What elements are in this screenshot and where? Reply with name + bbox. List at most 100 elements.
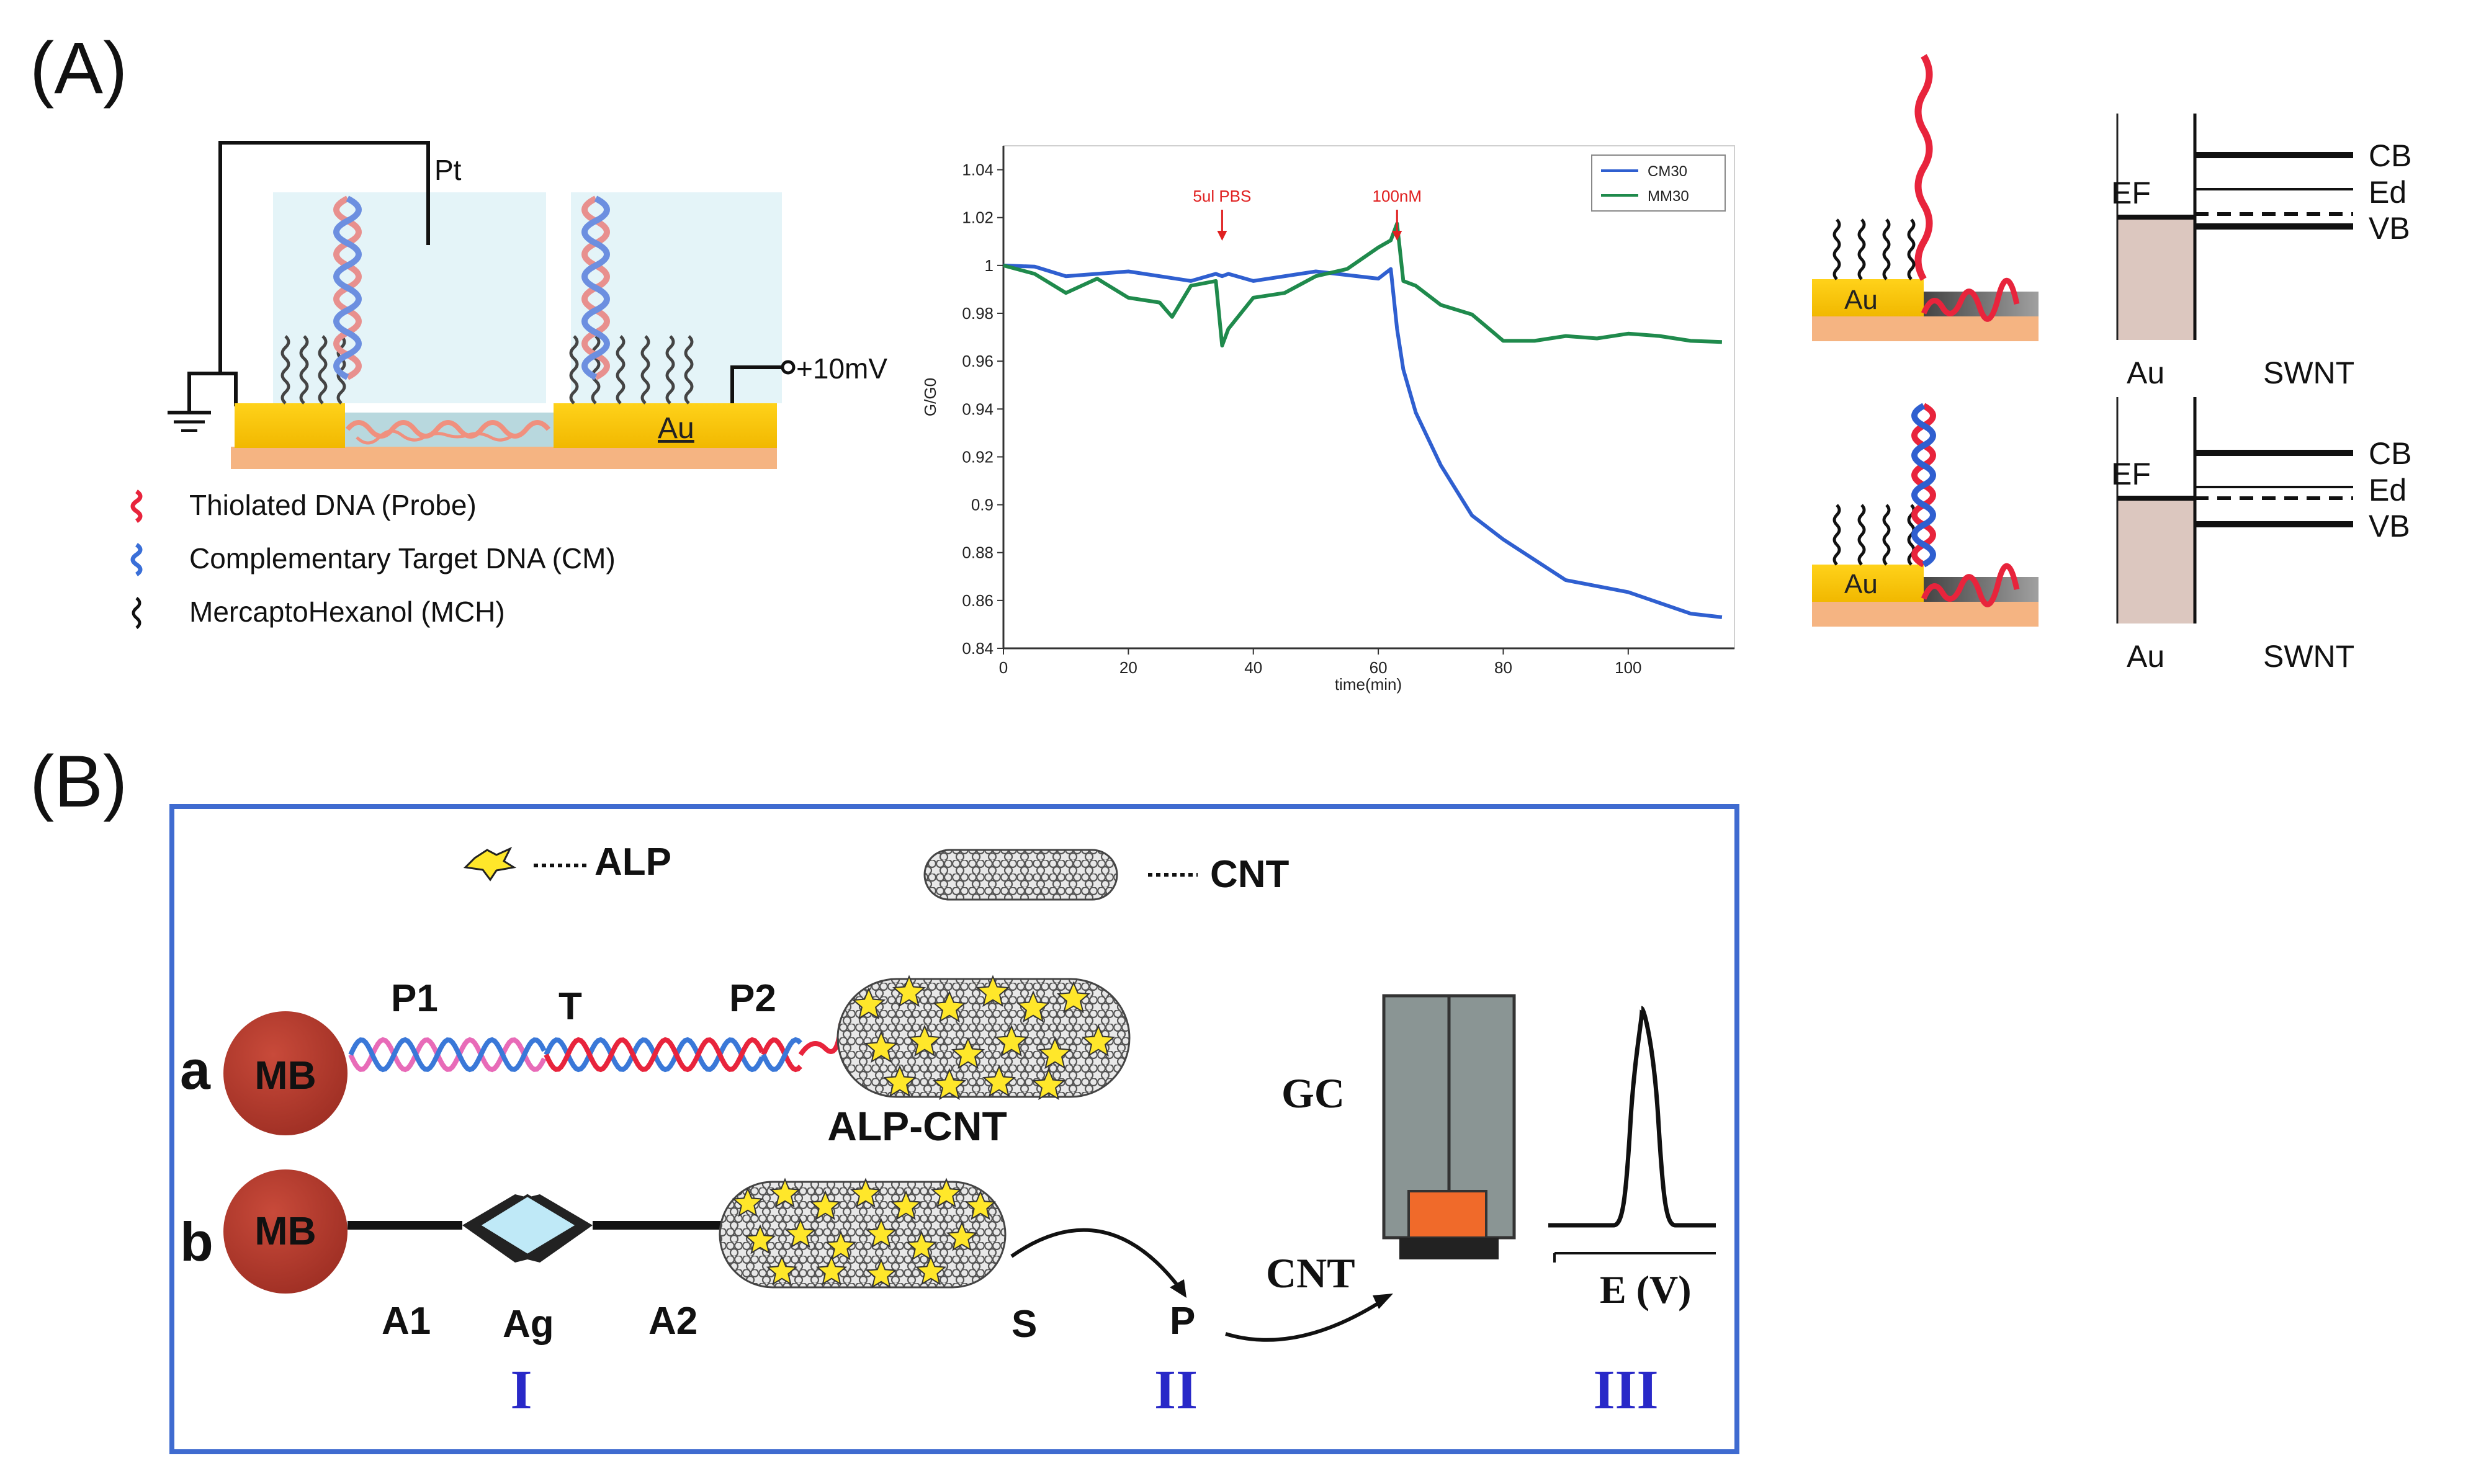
row-a-mb: MB (254, 1053, 316, 1097)
alp-star (1016, 990, 1051, 1023)
row-a-t: T (558, 985, 582, 1028)
chart-xtick-label: 40 (1244, 658, 1262, 677)
mch-squiggle (569, 335, 579, 405)
chart-ytick-label: 1 (985, 256, 994, 275)
alp-star (851, 987, 886, 1020)
chart-ytick-label: 0.88 (962, 543, 994, 562)
mch-squiggle (640, 335, 650, 405)
alp-star (769, 1178, 801, 1208)
chart-ytick-label: 0.92 (962, 447, 994, 466)
chart-annotation-arrowhead (1392, 231, 1402, 241)
alp-star (892, 975, 926, 1008)
row-a-dna (348, 1023, 843, 1073)
product-p: P (1170, 1300, 1195, 1343)
band-ed-label: Ed (2369, 473, 2406, 507)
chart-ytick-label: 1.04 (962, 161, 994, 179)
chart-xtick-label: 60 (1370, 658, 1388, 677)
voltage-label: +10mV (796, 352, 887, 385)
panel-b-label: (B) (30, 741, 127, 823)
band-au-label: Au (2127, 639, 2164, 674)
row-a-p2: P2 (729, 977, 776, 1020)
mch-squiggle (616, 335, 626, 405)
s-to-p-arrow (1010, 1228, 1181, 1289)
row-b-a2: A2 (648, 1300, 697, 1343)
mch-squiggle (280, 335, 290, 405)
alp-star (976, 975, 1010, 1008)
alp-star (932, 1068, 967, 1101)
alp-star (1056, 981, 1091, 1014)
cnt-tube-icon (923, 849, 1118, 901)
dna-strand (761, 1037, 802, 1072)
target-strand (581, 195, 610, 380)
legend-alp: ALP (594, 841, 671, 883)
alp-star (946, 1221, 978, 1251)
mch-squiggle (1832, 504, 1841, 566)
chart-ytick-label: 0.98 (962, 304, 994, 323)
stage-ii: II (1154, 1359, 1198, 1421)
mch-squiggle (1882, 504, 1891, 566)
chart-xtick-label: 20 (1119, 658, 1137, 677)
chart-legend: CM30 MM30 (1591, 154, 1726, 212)
alp-star (907, 1024, 942, 1057)
legend-probe: Thiolated DNA (Probe) (189, 489, 477, 521)
alp-star (930, 1178, 962, 1208)
chart-annotation: 100nM (1373, 187, 1422, 205)
target-strand (333, 195, 362, 380)
chart-ytick-label: 0.9 (971, 496, 994, 514)
alp-star (1038, 1037, 1072, 1070)
antibody-antigen-sandwich (462, 1194, 593, 1263)
dna-legend: Thiolated DNA (Probe) Complementary Targ… (130, 489, 616, 629)
alp-star (825, 1230, 857, 1261)
substrate-s: S (1011, 1303, 1037, 1346)
row-a-alp-cnt-label: ALP-CNT (827, 1103, 1007, 1149)
swnt-schematic-top: Au (1812, 54, 2039, 341)
voltammogram (1548, 1006, 1716, 1263)
series-line-cm30 (1003, 263, 1723, 619)
alp-star (850, 1178, 882, 1208)
alp-star (784, 1218, 817, 1248)
alp-star (905, 1230, 938, 1261)
au-fermi-sea (2117, 498, 2195, 624)
alp-star (994, 1024, 1029, 1057)
alp-star (951, 1037, 985, 1070)
row-a-p1: P1 (391, 977, 438, 1020)
alp-star (865, 1218, 897, 1248)
stage-i: I (510, 1359, 532, 1421)
band-ef-label: EF (2111, 176, 2151, 210)
chart-ytick-label: 1.02 (962, 208, 994, 227)
alp-star (890, 1190, 922, 1220)
row-b-mb: MB (254, 1209, 316, 1253)
chart-xtick-label: 100 (1615, 658, 1641, 677)
mch-squiggle (684, 335, 694, 405)
mch-squiggle (1832, 218, 1841, 280)
pt-label: Pt (434, 154, 462, 186)
legend-target: Complementary Target DNA (CM) (189, 542, 616, 574)
alp-star (915, 1255, 947, 1285)
dna-strand (348, 1037, 547, 1073)
alp-star (766, 1255, 798, 1285)
mch-squiggle (318, 335, 328, 405)
mch-squiggle (1882, 218, 1891, 280)
mch-squiggle (299, 335, 309, 405)
legend-cnt: CNT (1210, 853, 1290, 896)
row-b-a1: A1 (382, 1300, 431, 1343)
alp-star (815, 1255, 848, 1285)
antigen-diamond (477, 1194, 580, 1257)
row-b-mb-bead (223, 1169, 348, 1294)
conductance-chart: 0.84 0.86 0.88 0.9 0.92 0.94 0.96 0.98 1 1.02 1.04… (921, 145, 1735, 694)
stage-iii: III (1593, 1359, 1658, 1421)
legend-cm30: CM30 (1648, 163, 1687, 180)
band-ef-label: EF (2111, 457, 2151, 491)
chart-xtick-label: 80 (1494, 658, 1512, 677)
alp-star (732, 1187, 764, 1217)
alp-star (809, 1190, 841, 1220)
row-b-letter: b (180, 1211, 213, 1272)
alp-star (882, 1065, 917, 1097)
target-strand (1911, 403, 1936, 568)
band-vb-label: VB (2369, 211, 2410, 246)
legend-mch: MercaptoHexanol (MCH) (189, 596, 505, 628)
schem-bottom-au: Au (1844, 569, 1878, 599)
